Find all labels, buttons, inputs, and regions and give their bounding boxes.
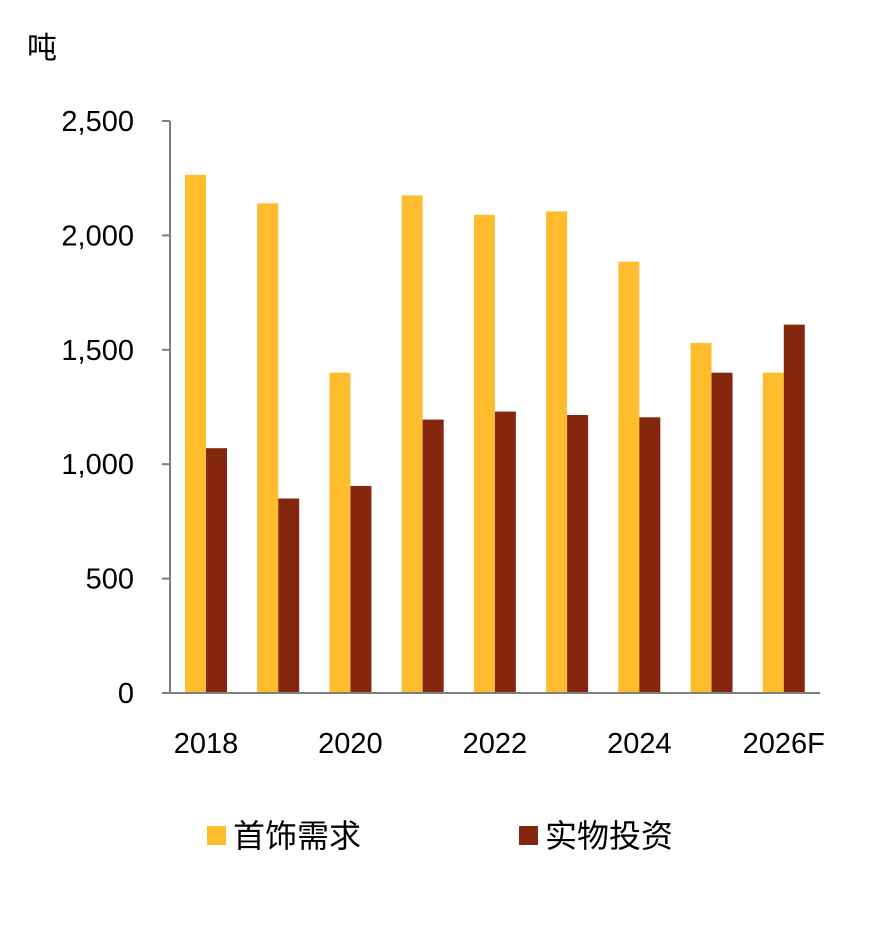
legend: 首饰需求 实物投资 [207,817,673,855]
y-tick-label: 2,500 [61,106,134,138]
bar-physical-investment-2020 [350,485,372,693]
y-tick-label: 1,000 [61,449,134,481]
bar-jewelry-2024 [618,261,640,693]
y-tick-label: 0 [118,678,134,710]
x-tick-label: 2024 [607,728,672,760]
bar-jewelry-2026F [762,372,784,693]
bar-jewelry-2021 [401,195,423,694]
bar-physical-investment-2022 [494,411,516,693]
bar-jewelry-2020 [329,372,351,693]
y-tick-label: 2,000 [61,220,134,252]
y-axis: 0 500 1,000 1,500 2,000 2,500 [61,106,171,710]
bars-group [185,174,805,694]
x-tick-label: 2018 [174,728,239,760]
bar-jewelry-2023 [546,211,568,693]
bar-physical-investment-2019 [278,498,300,693]
bar-physical-investment-2023 [567,415,589,693]
bar-jewelry-2018 [185,174,206,693]
y-tick-label: 500 [86,564,134,596]
bar-jewelry-2025 [690,342,712,693]
bar-physical-investment-2026F [783,324,805,693]
y-unit-label: 吨 [27,31,57,66]
x-tick-label: 2026F [743,728,825,760]
bar-physical-investment-2018 [206,448,227,693]
x-axis: 2018 2020 2022 2024 2026F [170,692,825,760]
bar-jewelry-2022 [473,214,495,694]
bar-jewelry-2019 [257,203,279,694]
legend-label: 实物投资 [545,817,673,855]
bar-physical-investment-2021 [422,419,444,693]
x-tick-label: 2022 [463,728,528,760]
legend-label: 首饰需求 [233,817,361,855]
y-tick-label: 1,500 [61,335,134,367]
bar-physical-investment-2024 [639,417,661,693]
x-tick-label: 2020 [318,728,383,760]
legend-swatch [519,826,538,845]
bar-physical-investment-2025 [711,372,733,693]
legend-swatch [207,826,226,845]
